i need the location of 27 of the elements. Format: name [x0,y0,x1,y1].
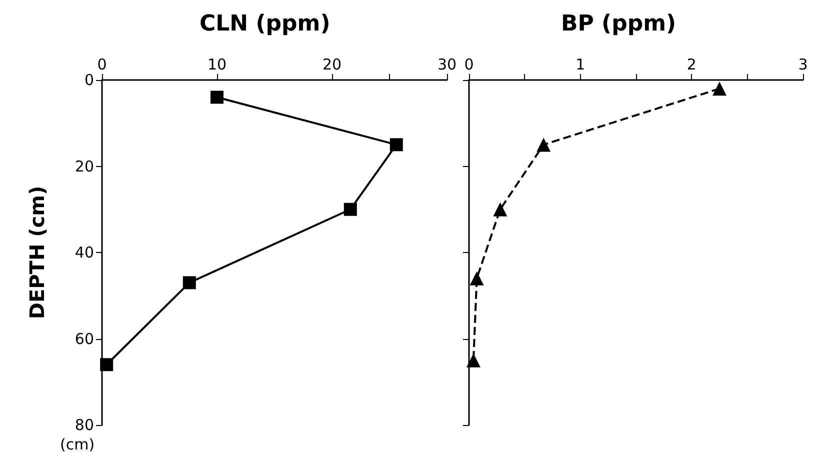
y-tick-label: 20 [74,157,94,176]
x-tick-label: 2 [686,56,696,74]
point [712,82,726,96]
y-tick-label: 0 [84,71,94,89]
point [390,138,403,152]
x-tick-label: 30 [437,56,457,74]
point [100,358,114,372]
point [536,138,551,152]
y-tick-label: 60 [74,330,94,348]
y-tick-label: 40 [74,244,94,262]
point [182,276,196,290]
x-tick-label: 20 [322,56,342,74]
x-tick-label: 0 [97,56,107,74]
text: (cm) [60,436,95,454]
x-tick-label: 1 [576,56,586,74]
point [466,353,480,368]
point [210,90,224,104]
chart-title: BP (ppm) [561,12,676,36]
point [344,202,357,216]
y-tick-label: 80 [74,416,94,434]
y-axis-title: DEPTH (cm) [25,186,49,320]
chart-title: CLN (ppm) [200,12,330,36]
point [493,202,508,216]
x-tick-label: 0 [464,56,474,74]
x-tick-label: 10 [207,56,227,74]
x-tick-label: 3 [798,56,808,74]
point [470,271,484,286]
